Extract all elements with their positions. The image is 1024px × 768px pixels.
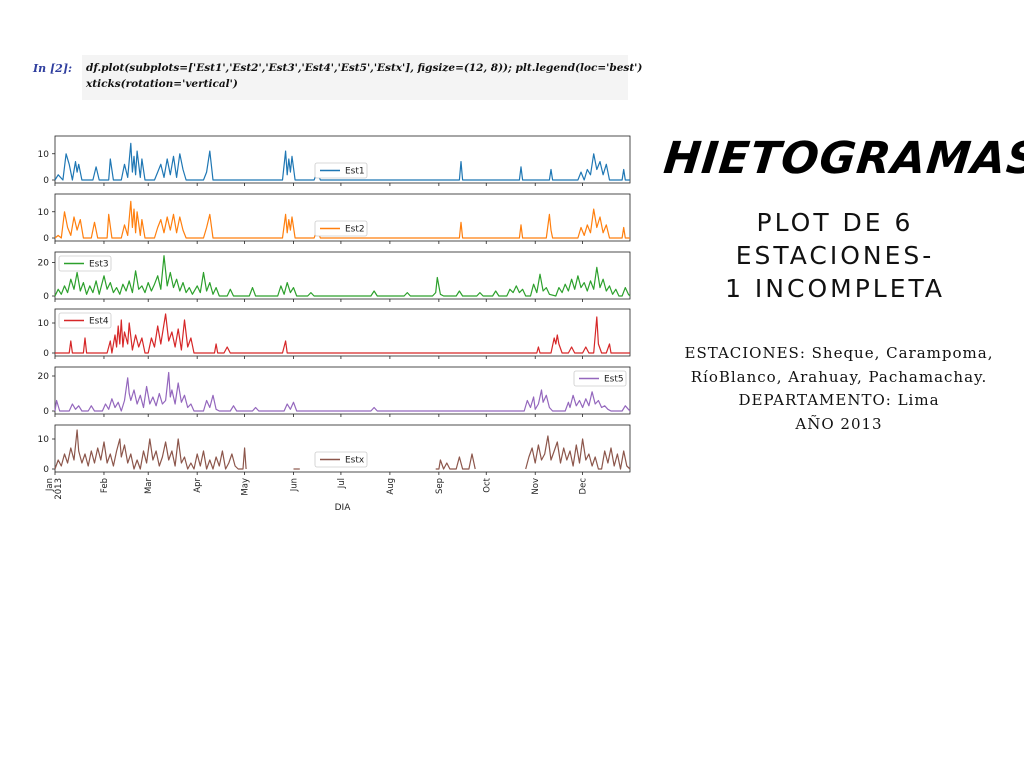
x-tick-label: Dec <box>579 478 589 495</box>
subplot-Est5: 0 20 Est5 <box>38 366 631 417</box>
legend-Est1: Est1 <box>314 162 368 179</box>
info-line-year: AÑO 2013 <box>795 414 883 433</box>
legend-label: Est1 <box>345 167 365 177</box>
legend-box <box>314 220 368 237</box>
x-tick-label: Apr <box>193 478 203 493</box>
legend-box <box>58 312 112 329</box>
series-line-Est5 <box>54 371 631 412</box>
subplot-Estx: 0 10 Estx <box>38 424 631 475</box>
legend-box <box>314 162 368 179</box>
hero-title: HIETOGRAMAS <box>661 133 1024 184</box>
legend-Est4: Est4 <box>58 312 112 329</box>
y-tick-label: 0 <box>43 234 49 244</box>
y-tick-label: 20 <box>38 372 50 382</box>
code-line-2: xticks(rotation='vertical') <box>86 78 238 90</box>
x-tick-label: Jun <box>290 478 300 492</box>
x-tick-label: Sep <box>435 478 445 494</box>
subtitle-line-1: PLOT DE 6 <box>756 208 914 237</box>
legend-label: Est3 <box>89 260 109 270</box>
subplot-Est4: 0 10 Est4 <box>38 308 631 359</box>
x-tick-label: May <box>241 478 251 496</box>
legend-box <box>58 255 112 272</box>
x-axis-label: DIA <box>335 503 352 513</box>
subplot-frame <box>54 308 631 357</box>
legend-Est5: Est5 <box>573 370 627 387</box>
legend-Est3: Est3 <box>58 255 112 272</box>
series-line-Estx <box>435 453 476 470</box>
hietogram-chart: 0 10 Est1 0 10 Est2 0 20 Est3 0 10 Est4 0 20 Est5 0 10 Es… <box>38 135 631 513</box>
subplot-Est2: 0 10 Est2 <box>38 193 631 244</box>
station-info: ESTACIONES: Sheque, Carampoma, RíoBlanco… <box>664 342 1014 436</box>
info-line-department: DEPARTAMENTO: Lima <box>738 391 940 409</box>
code-cell: In [2]: df.plot(subplots=['Est1','Est2',… <box>30 55 642 100</box>
y-tick-label: 0 <box>43 465 49 475</box>
y-tick-label: 0 <box>43 349 49 359</box>
legend-label: Est2 <box>345 225 365 235</box>
x-tick-label: Oct <box>482 477 492 492</box>
y-tick-label: 20 <box>38 258 50 268</box>
y-tick-label: 0 <box>43 407 49 417</box>
series-line-Estx <box>525 435 631 470</box>
subtitle: PLOT DE 6 ESTACIONES- 1 INCOMPLETA <box>680 206 990 305</box>
subtitle-line-3: 1 INCOMPLETA <box>725 274 945 303</box>
legend-label: Estx <box>345 456 365 466</box>
x-tick-label: Jul <box>337 478 347 489</box>
y-tick-label: 10 <box>38 435 50 445</box>
subplot-Est1: 0 10 Est1 <box>38 135 631 186</box>
x-tick-label: Aug <box>386 478 396 495</box>
series-line-Estx <box>54 429 247 470</box>
y-tick-label: 10 <box>38 208 50 218</box>
y-tick-label: 10 <box>38 319 50 329</box>
x-tick-label: Jan2013 <box>45 478 64 500</box>
x-tick-label: Nov <box>531 478 541 495</box>
legend-box <box>314 451 368 468</box>
y-tick-label: 10 <box>38 150 50 160</box>
legend-label: Est5 <box>604 375 624 385</box>
legend-label: Est4 <box>89 317 109 327</box>
legend-box <box>573 370 627 387</box>
x-tick-label-month: Jan <box>45 478 55 492</box>
legend-Est2: Est2 <box>314 220 368 237</box>
x-tick-label-year: 2013 <box>54 478 64 500</box>
series-line-Est4 <box>55 313 630 354</box>
x-tick-label: Mar <box>144 478 154 495</box>
info-line-stations: ESTACIONES: Sheque, Carampoma, <box>684 344 994 362</box>
series-line-Est3 <box>54 255 631 297</box>
cell-prompt: In [2]: <box>33 62 73 75</box>
subplot-Est3: 0 20 Est3 <box>38 251 631 302</box>
legend-Estx: Estx <box>314 451 368 468</box>
subplot-frame <box>54 366 631 415</box>
code-input-area <box>82 55 628 100</box>
x-tick-label: Feb <box>100 478 110 493</box>
y-tick-label: 0 <box>43 292 49 302</box>
subplot-frame <box>54 251 631 300</box>
y-tick-label: 0 <box>43 176 49 186</box>
info-line-stations-cont: RíoBlanco, Arahuay, Pachamachay. <box>690 367 988 386</box>
code-line-1: df.plot(subplots=['Est1','Est2','Est3','… <box>86 62 643 74</box>
series-line-Est2 <box>54 200 630 239</box>
subtitle-line-2: ESTACIONES- <box>735 241 935 270</box>
series-line-Est1 <box>54 142 630 181</box>
